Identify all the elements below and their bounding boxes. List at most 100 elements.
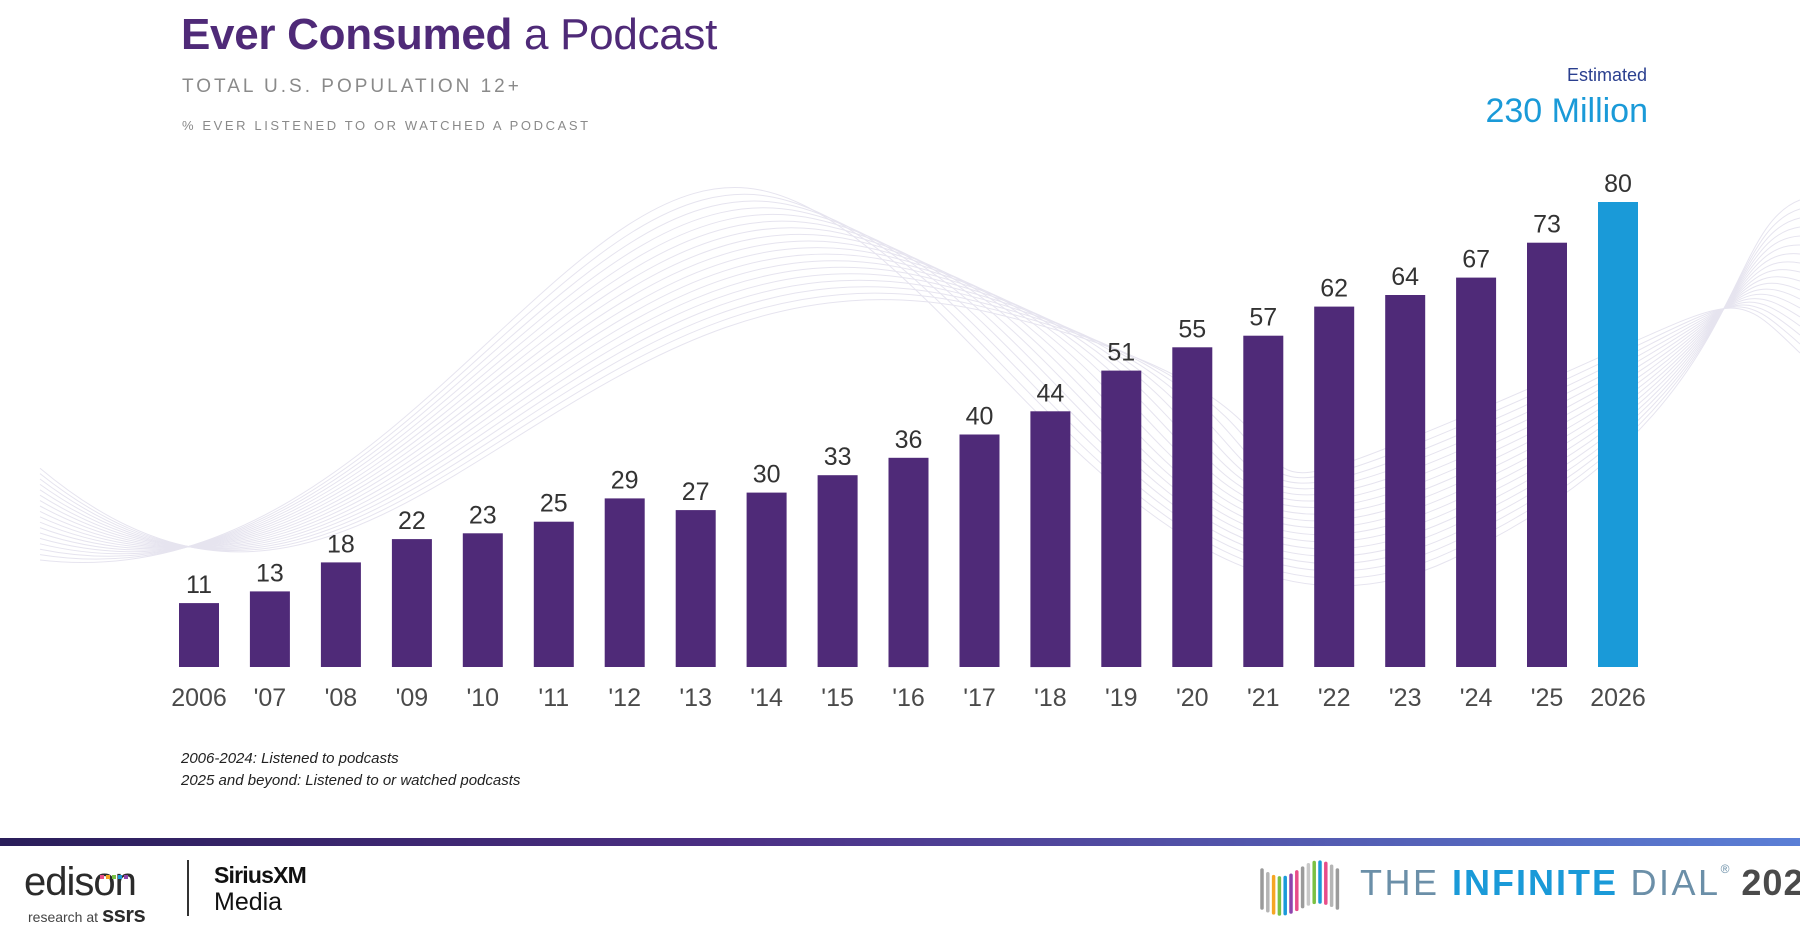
bar-10: [888, 457, 929, 668]
background-wave-line: [39, 240, 1800, 548]
bar-9: [817, 475, 858, 667]
footer: edison research at ssrs SiriusXM Media T…: [0, 846, 1800, 927]
footnote-1: 2006-2024: Listened to podcasts: [181, 750, 399, 767]
value-label-2: 18: [327, 530, 355, 558]
x-tick-8: '14: [750, 684, 783, 712]
value-label-12: 44: [1036, 379, 1064, 407]
bar-13: [1101, 370, 1142, 667]
x-tick-11: '17: [963, 684, 996, 712]
x-tick-10: '16: [892, 684, 925, 712]
bar-8: [746, 492, 787, 667]
background-wave-line: [39, 279, 1800, 549]
x-tick-15: '21: [1247, 684, 1280, 712]
value-label-9: 33: [824, 443, 852, 471]
bar-18: [1456, 277, 1497, 667]
bar-15: [1243, 335, 1284, 667]
x-tick-18: '24: [1460, 684, 1493, 712]
x-tick-9: '15: [821, 684, 854, 712]
value-label-8: 30: [753, 461, 781, 489]
dial-dial: DIAL: [1618, 862, 1721, 903]
bars: [179, 202, 1638, 668]
dial-the: THE: [1360, 862, 1453, 903]
infinite-dial-logo-icon: [1260, 860, 1340, 916]
bar-11: [959, 434, 1000, 667]
footnotes: 2006-2024: Listened to podcasts 2025 and…: [181, 748, 520, 792]
bar-20: [1598, 202, 1638, 667]
bar-19: [1527, 242, 1567, 667]
x-tick-20: 2026: [1590, 684, 1646, 712]
title-rest: a Podcast: [512, 10, 717, 59]
bar-4: [462, 533, 503, 667]
measure-description: % EVER LISTENED TO OR WATCHED A PODCAST: [182, 118, 591, 133]
background-wave-line: [39, 260, 1800, 548]
x-tick-17: '23: [1389, 684, 1422, 712]
bar-3: [391, 539, 432, 667]
x-tick-12: '18: [1034, 684, 1067, 712]
background-wave-line: [39, 273, 1800, 549]
subtitle: TOTAL U.S. POPULATION 12+: [182, 76, 522, 97]
infinite-dial-wordmark: THE INFINITE DIAL® 2026: [1360, 862, 1800, 904]
edison-subline: research at ssrs: [28, 902, 146, 928]
x-tick-1: '07: [254, 684, 287, 712]
x-tick-4: '10: [467, 684, 500, 712]
x-tick-3: '09: [396, 684, 429, 712]
edison-wordmark: edison: [24, 860, 137, 904]
value-label-15: 57: [1249, 304, 1277, 332]
background-wave-line: [39, 253, 1800, 548]
dial-infinite: INFINITE: [1452, 862, 1619, 903]
x-tick-labels: 2006 '07 '08 '09 '10 '11 '12 '13 '14 '15 '16 '17 '18…: [171, 684, 1646, 712]
background-wave-line: [39, 247, 1800, 548]
x-tick-14: '20: [1176, 684, 1209, 712]
edison-research-at: research at: [28, 909, 99, 925]
background-wave-line: [39, 213, 1800, 557]
value-label-14: 55: [1178, 315, 1206, 343]
bar-2: [320, 562, 361, 667]
bar-0: [179, 603, 219, 667]
ssrs-wordmark: ssrs: [101, 902, 146, 927]
x-tick-0: 2006: [171, 684, 227, 712]
background-wave-line: [39, 227, 1800, 550]
bar-12: [1030, 411, 1071, 668]
dial-year: 2026: [1741, 862, 1800, 903]
x-tick-2: '08: [325, 684, 358, 712]
value-label-16: 62: [1320, 275, 1348, 303]
value-label-13: 51: [1107, 339, 1135, 367]
value-label-17: 64: [1391, 263, 1419, 291]
logo-divider: [187, 860, 189, 916]
value-label-7: 27: [682, 478, 710, 506]
siriusxm-media-logo: SiriusXM Media: [214, 862, 354, 918]
estimate-value: 230 Million: [1485, 92, 1648, 130]
background-wave-line: [39, 233, 1800, 549]
edison-dots-icon: [100, 866, 140, 879]
value-label-20: 80: [1604, 170, 1632, 198]
x-tick-16: '22: [1318, 684, 1351, 712]
bar-7: [675, 510, 716, 667]
bar-5: [533, 521, 574, 667]
bar-17: [1385, 295, 1426, 667]
value-label-18: 67: [1462, 246, 1490, 274]
background-wave-line: [39, 207, 1800, 564]
value-label-4: 23: [469, 501, 497, 529]
value-label-19: 73: [1533, 211, 1561, 239]
value-label-6: 29: [611, 466, 639, 494]
media-wordmark: Media: [214, 888, 283, 916]
value-label-11: 40: [966, 403, 994, 431]
x-tick-19: '25: [1531, 684, 1564, 712]
siriusxm-wordmark: SiriusXM: [214, 862, 307, 888]
bar-1: [249, 591, 290, 667]
x-tick-7: '13: [679, 684, 712, 712]
x-tick-6: '12: [608, 684, 641, 712]
page-title: Ever Consumed a Podcast: [181, 10, 717, 60]
value-label-0: 11: [186, 571, 212, 599]
background-wave-line: [39, 200, 1800, 572]
value-label-1: 13: [256, 559, 284, 587]
footnote-2: 2025 and beyond: Listened to or watched …: [181, 772, 521, 789]
edison-logo: edison research at ssrs: [24, 860, 174, 927]
bar-6: [604, 498, 645, 667]
footer-gradient-bar: [0, 838, 1800, 846]
background-wave-line: [39, 187, 1800, 587]
background-wave-line: [39, 194, 1800, 579]
background-wave-line: [39, 220, 1800, 551]
value-label-10: 36: [895, 426, 923, 454]
